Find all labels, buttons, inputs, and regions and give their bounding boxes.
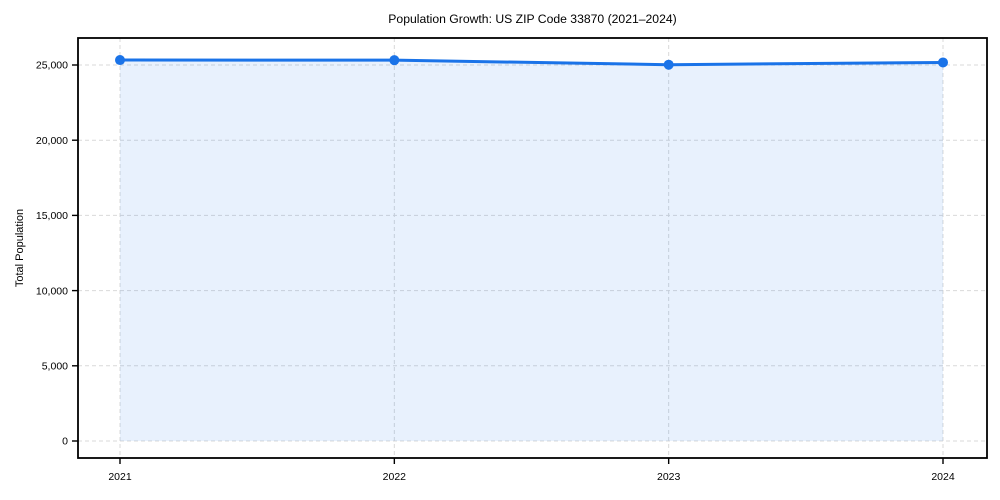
chart-title: Population Growth: US ZIP Code 33870 (20… bbox=[388, 12, 677, 26]
y-tick-label: 5,000 bbox=[42, 361, 68, 373]
data-line bbox=[118, 58, 945, 67]
x-tick-label: 2021 bbox=[108, 471, 132, 483]
data-point bbox=[389, 55, 400, 66]
data-point bbox=[663, 59, 674, 70]
x-tick-label: 2022 bbox=[383, 471, 407, 483]
plot-border bbox=[77, 37, 988, 459]
x-tick-label: 2024 bbox=[931, 471, 955, 483]
x-tick-label: 2023 bbox=[657, 471, 681, 483]
y-tick-label: 20,000 bbox=[36, 135, 68, 147]
y-tick-label: 15,000 bbox=[36, 210, 68, 222]
data-point bbox=[938, 57, 948, 68]
y-tick-label: 25,000 bbox=[36, 60, 68, 72]
y-tick-label: 10,000 bbox=[36, 285, 68, 297]
y-tick-label: 0 bbox=[62, 436, 68, 448]
area-fill bbox=[120, 60, 943, 441]
data-point bbox=[115, 55, 125, 66]
